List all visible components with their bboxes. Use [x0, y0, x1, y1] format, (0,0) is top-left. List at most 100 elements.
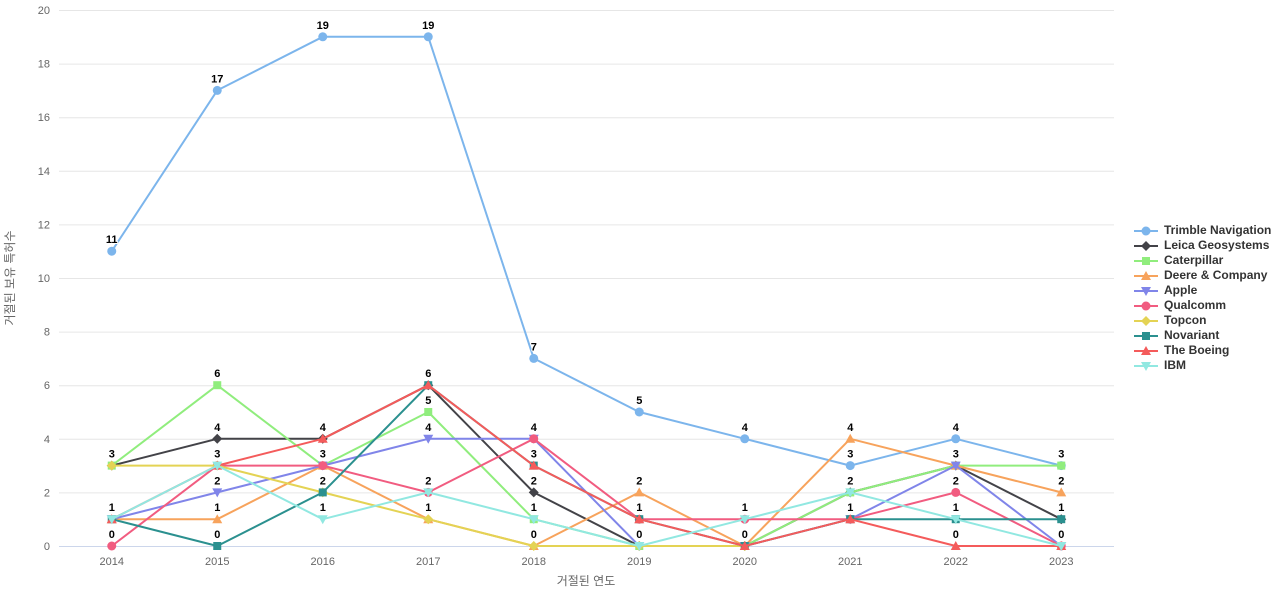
svg-text:4: 4 [953, 422, 960, 434]
svg-text:12: 12 [38, 219, 50, 231]
series-markers-trimble-navigation[interactable] [107, 32, 1066, 471]
legend-label: Trimble Navigation [1164, 223, 1272, 237]
legend-item-leica-geosystems[interactable]: Leica Geosystems [1133, 238, 1271, 253]
svg-text:16: 16 [38, 112, 50, 124]
svg-text:0: 0 [531, 529, 537, 541]
legend-marker-square-icon [1134, 256, 1158, 265]
svg-text:0: 0 [109, 529, 115, 541]
svg-text:2020: 2020 [733, 556, 757, 568]
svg-text:2016: 2016 [311, 556, 335, 568]
legend-label: Novariant [1164, 328, 1220, 342]
svg-text:1: 1 [847, 502, 853, 514]
svg-text:5: 5 [425, 395, 431, 407]
legend-marker-triangle-icon [1134, 270, 1158, 280]
svg-text:3: 3 [320, 449, 326, 461]
legend-marker-triangle-icon [1134, 345, 1158, 355]
legend-item-ibm[interactable]: IBM [1133, 358, 1271, 373]
svg-text:1: 1 [742, 502, 748, 514]
x-axis-tick-labels: 2014 2015 2016 2017 2018 2019 2020 2021 2022 2023 [100, 556, 1074, 568]
svg-text:1: 1 [425, 502, 431, 514]
svg-text:4: 4 [214, 422, 221, 434]
legend-item-trimble-navigation[interactable]: Trimble Navigation [1133, 223, 1271, 238]
svg-text:4: 4 [847, 422, 854, 434]
legend-marker-triangle-down-icon [1134, 286, 1158, 296]
legend-item-deere-company[interactable]: Deere & Company [1133, 268, 1271, 283]
svg-text:6: 6 [425, 368, 431, 380]
legend-label: Apple [1164, 283, 1198, 297]
svg-text:4: 4 [44, 434, 50, 446]
svg-text:2019: 2019 [627, 556, 651, 568]
svg-text:1: 1 [1058, 502, 1064, 514]
svg-text:10: 10 [38, 273, 50, 285]
svg-text:1: 1 [636, 502, 642, 514]
legend-item-apple[interactable]: Apple [1133, 283, 1271, 298]
svg-text:2017: 2017 [416, 556, 440, 568]
svg-text:2: 2 [1058, 475, 1064, 487]
svg-text:2: 2 [44, 487, 50, 499]
svg-text:2: 2 [531, 475, 537, 487]
svg-text:3: 3 [531, 449, 537, 461]
svg-text:0: 0 [636, 529, 642, 541]
legend-label: Caterpillar [1164, 253, 1224, 267]
svg-text:2015: 2015 [205, 556, 229, 568]
svg-text:1: 1 [531, 502, 537, 514]
legend-item-caterpillar[interactable]: Caterpillar [1133, 253, 1271, 268]
legend-item-qualcomm[interactable]: Qualcomm [1133, 298, 1271, 313]
series-ibm [106, 461, 1067, 551]
svg-text:1: 1 [109, 502, 115, 514]
y-axis-tick-labels: 0 2 4 6 8 10 12 14 16 18 20 [38, 5, 50, 553]
svg-text:4: 4 [425, 422, 432, 434]
svg-text:0: 0 [742, 529, 748, 541]
legend-item-topcon[interactable]: Topcon [1133, 313, 1271, 328]
legend-label: IBM [1164, 358, 1186, 372]
svg-text:2018: 2018 [522, 556, 546, 568]
svg-text:3: 3 [847, 449, 853, 461]
svg-text:3: 3 [1058, 449, 1064, 461]
svg-text:3: 3 [109, 449, 115, 461]
series-line-the-boeing [110, 384, 1063, 547]
svg-text:2: 2 [847, 475, 853, 487]
legend: Trimble Navigation Leica Geosystems Caterp… [1133, 223, 1271, 373]
svg-text:2: 2 [636, 475, 642, 487]
series-line-trimble-navigation [110, 35, 1063, 467]
svg-text:1: 1 [214, 502, 220, 514]
svg-text:6: 6 [214, 368, 220, 380]
series-markers-ibm[interactable] [106, 461, 1067, 551]
legend-marker-square-icon [1134, 331, 1158, 340]
legend-label: Topcon [1164, 313, 1207, 327]
x-axis-title: 거절된 연도 [557, 574, 616, 588]
svg-text:14: 14 [38, 166, 50, 178]
svg-text:20: 20 [38, 5, 50, 17]
legend-label: Leica Geosystems [1164, 238, 1270, 252]
svg-text:2021: 2021 [838, 556, 862, 568]
svg-text:0: 0 [1058, 529, 1064, 541]
svg-text:4: 4 [742, 422, 749, 434]
svg-text:3: 3 [214, 449, 220, 461]
svg-text:0: 0 [214, 529, 220, 541]
svg-text:2: 2 [320, 475, 326, 487]
svg-text:2022: 2022 [944, 556, 968, 568]
svg-text:2014: 2014 [100, 556, 124, 568]
legend-label: The Boeing [1164, 343, 1230, 357]
y-axis-title: 거절된 보유 특허수 [3, 231, 17, 326]
legend-marker-diamond-icon [1134, 240, 1158, 251]
legend-item-novariant[interactable]: Novariant [1133, 328, 1271, 343]
svg-text:1: 1 [320, 502, 326, 514]
legend-marker-circle-icon [1134, 226, 1158, 235]
legend-marker-triangle-down-icon [1134, 361, 1158, 371]
svg-text:2: 2 [953, 475, 959, 487]
svg-text:8: 8 [44, 327, 50, 339]
svg-text:18: 18 [38, 59, 50, 71]
svg-text:2: 2 [214, 475, 220, 487]
svg-text:6: 6 [44, 380, 50, 392]
svg-text:4: 4 [531, 422, 538, 434]
legend-item-the-boeing[interactable]: The Boeing [1133, 343, 1271, 358]
svg-text:19: 19 [422, 20, 434, 32]
svg-text:4: 4 [320, 422, 327, 434]
svg-text:0: 0 [953, 529, 959, 541]
svg-text:0: 0 [44, 541, 50, 553]
series-line-ibm [110, 464, 1063, 547]
svg-text:3: 3 [953, 449, 959, 461]
svg-text:5: 5 [636, 395, 642, 407]
